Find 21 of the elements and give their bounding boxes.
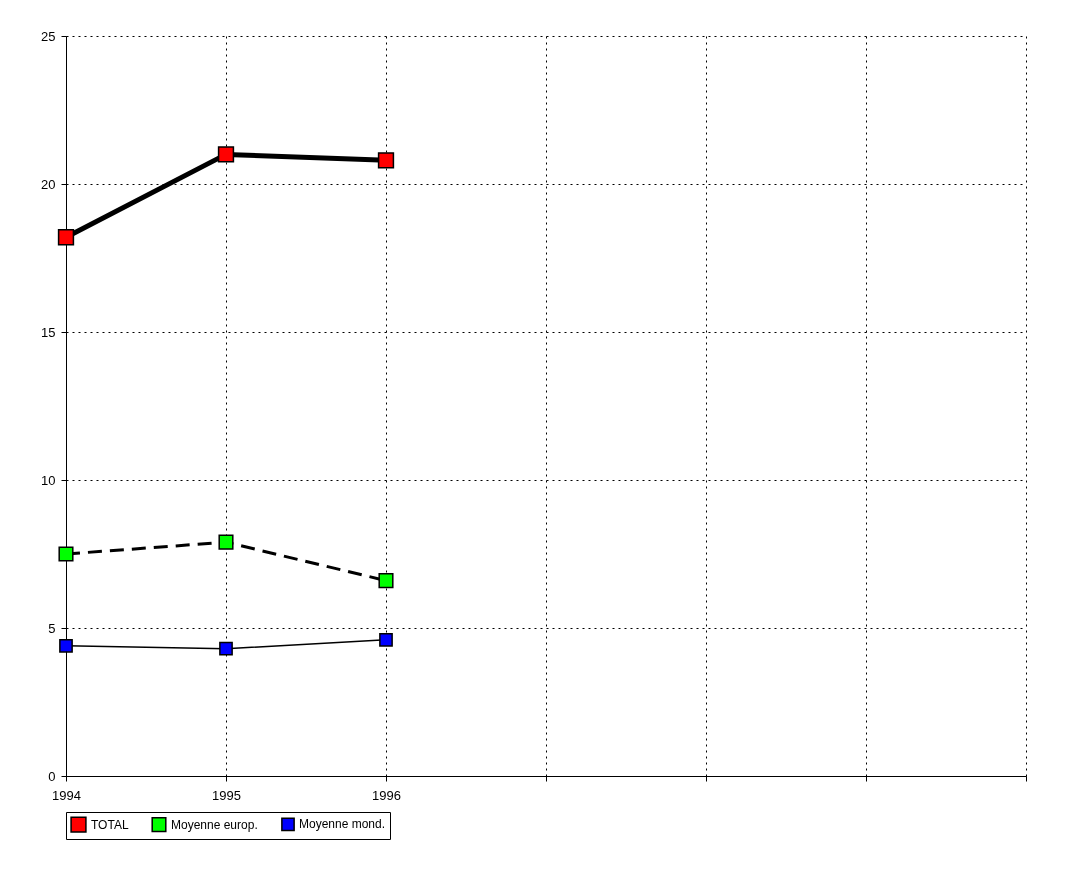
point [59, 638, 73, 653]
legend-label: Moyenne mond. [299, 817, 386, 832]
y-tick-label: 15 [41, 324, 56, 340]
y-tick-label: 0 [48, 768, 56, 784]
point [219, 641, 233, 656]
y-tick-label: 10 [41, 472, 56, 488]
y-tick-label: 20 [41, 176, 56, 192]
legend-label: TOTAL [91, 817, 129, 832]
legend-label: Moyenne europ. [171, 817, 258, 832]
point [58, 546, 74, 562]
point [379, 632, 393, 647]
point [57, 229, 75, 246]
y-tick-label: 5 [48, 620, 56, 636]
point [218, 534, 234, 550]
x-tick-label: 1996 [372, 787, 401, 803]
point [378, 573, 394, 589]
point [377, 152, 395, 169]
x-tick-label: 1994 [52, 787, 81, 803]
x-tick-label: 1995 [212, 787, 241, 803]
y-tick-label: 25 [41, 28, 56, 44]
point [217, 146, 235, 163]
